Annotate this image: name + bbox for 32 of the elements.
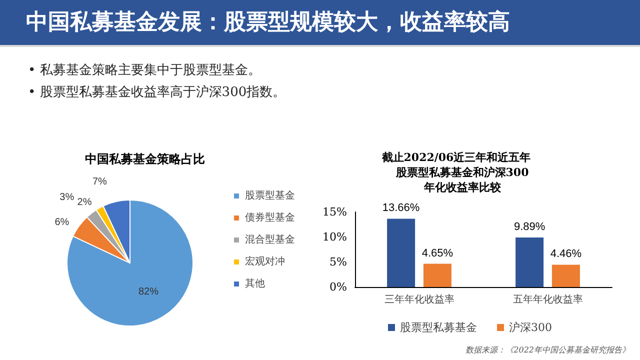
source-note: 数据来源：《2022年中国公募基金研究报告》 [466, 346, 630, 354]
data-label: 2% [77, 197, 92, 208]
x-tick-label: 五年年化收益率 [512, 294, 583, 306]
chart-title: 中国私募基金策略占比 [85, 152, 205, 166]
legend-label: 混合型基金 [245, 234, 295, 246]
text: 中国私募基金发展：股票型规模较大，收益率较高 [0, 0, 640, 47]
bar [552, 264, 580, 287]
legend-label: 其他 [245, 278, 265, 290]
bar [423, 264, 452, 287]
text: • 股票型私募基金收益率高于沪深300指数。 [28, 84, 287, 101]
data-label: 82% [138, 286, 159, 298]
y-tick-label: 10% [322, 230, 347, 244]
y-tick-label: 0% [330, 280, 347, 294]
data-label: 7% [92, 176, 107, 188]
bar [516, 238, 544, 287]
data-label: 4.65% [422, 247, 454, 260]
data-label: 3% [60, 192, 74, 203]
y-tick-label: 5% [330, 256, 347, 268]
chart-title: 截止2022/06近三年和近五年股票型私募基金和沪深300年化收益率比较 [380, 150, 532, 195]
legend-label: 股票型基金 [245, 190, 295, 202]
x-tick-label: 三年年化收益率 [384, 294, 454, 306]
legend-label: 债券型基金 [245, 212, 295, 224]
legend-label: 沪深300 [509, 321, 552, 334]
data-label: 4.46% [550, 248, 582, 260]
text: • 私募基金策略主要集中于股票型基金。 [28, 62, 262, 79]
data-label: 9.89% [514, 221, 546, 234]
legend-label: 宏观对冲 [245, 256, 285, 268]
data-label: 6% [54, 216, 70, 228]
data-label: 13.66% [382, 202, 420, 214]
legend-label: 股票型私募基金 [400, 321, 477, 334]
y-tick-label: 15% [322, 206, 347, 218]
bar [387, 218, 416, 287]
